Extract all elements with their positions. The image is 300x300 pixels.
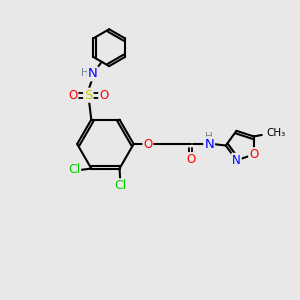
Text: O: O [99,89,108,102]
Text: H: H [82,68,89,78]
Text: N: N [88,67,98,80]
Text: O: O [143,138,152,151]
Text: O: O [68,89,77,102]
Text: H: H [205,132,213,142]
Text: S: S [84,89,92,102]
Text: N: N [204,138,214,151]
Text: CH₃: CH₃ [266,128,286,139]
Text: O: O [249,148,258,161]
Text: N: N [232,154,241,167]
Text: O: O [186,153,195,166]
Text: Cl: Cl [68,164,80,176]
Text: Cl: Cl [114,179,126,192]
